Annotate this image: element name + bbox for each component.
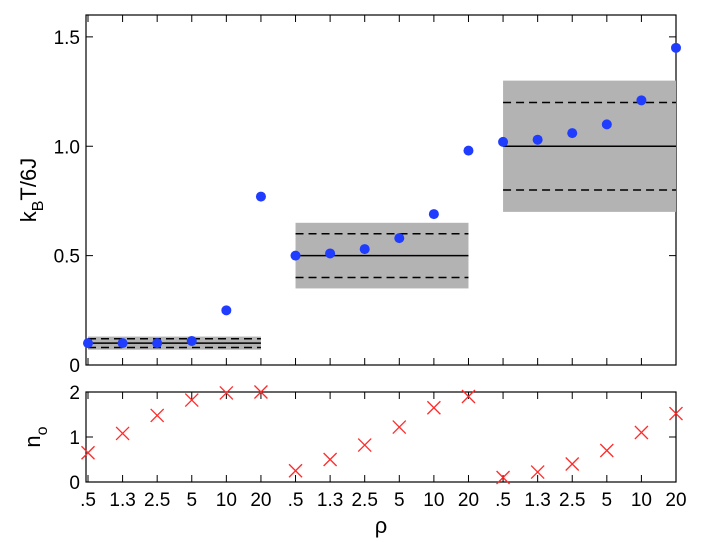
top-y-axis-title-sub: B: [30, 201, 47, 212]
top-data-point: [186, 335, 197, 346]
bottom-y-axis-title-main: n: [20, 435, 45, 447]
x-tick-label: 5: [602, 490, 613, 511]
top-data-point: [428, 209, 439, 220]
bottom-data-point: [184, 393, 199, 408]
top-x-ticks: [87, 15, 677, 365]
top-data-point: [83, 338, 93, 349]
x-tick-label: 1.3: [109, 490, 135, 511]
top-y-axis-title: kBT/6J: [16, 158, 47, 222]
x-tick-label: 20: [458, 490, 479, 511]
bottom-y-axis: 0 1 2: [69, 383, 676, 494]
x-tick-label: 20: [665, 490, 686, 511]
bottom-data-point: [634, 425, 649, 440]
top-data-point: [636, 95, 647, 106]
top-data-point: [532, 134, 543, 145]
top-y-tick-label: 1.0: [54, 137, 80, 158]
x-tick-label: 2.5: [144, 490, 170, 511]
bottom-data-point: [81, 445, 95, 460]
x-tick-label: 1.3: [317, 490, 343, 511]
bottom-y-tick-label: 0: [69, 473, 80, 494]
x-tick-label: 10: [631, 490, 652, 511]
bottom-data-point: [392, 420, 407, 435]
bottom-data-point: [115, 426, 130, 441]
top-data-point: [601, 119, 612, 130]
x-tick-label: .5: [495, 490, 511, 511]
x-tick-label: .5: [80, 490, 96, 511]
x-tick-label: 5: [394, 490, 405, 511]
top-data-point: [152, 338, 163, 349]
x-tick-label: 2.5: [559, 490, 585, 511]
top-data-point: [359, 244, 370, 255]
bottom-data-point: [253, 385, 268, 399]
bottom-data-point: [323, 452, 338, 467]
x-tick-label: 5: [186, 490, 197, 511]
bottom-y-axis-title: no: [20, 426, 51, 447]
x-tick-label: 10: [216, 490, 237, 511]
top-y-axis: 0 0.5 1.0 1.5: [54, 28, 676, 377]
x-tick-label: 1.3: [524, 490, 550, 511]
top-series: [83, 42, 681, 349]
top-data-point: [117, 338, 128, 349]
bottom-plot-frame: [85, 391, 677, 483]
top-data-point: [221, 305, 232, 316]
bottom-panel: 012 .5 1.3 2.5 5 10 20.5 1.3 2.5 5 10 20.5 1.3 2.5 5 1…: [20, 383, 687, 538]
bottom-data-point: [669, 406, 683, 421]
top-y-axis-title-rest: T/6J: [16, 158, 41, 201]
top-data-point: [325, 248, 336, 259]
bottom-series: [81, 385, 683, 485]
bottom-data-point: [150, 408, 165, 423]
bottom-data-point: [219, 385, 234, 400]
x-axis-title: ρ: [375, 513, 388, 538]
bottom-data-point: [530, 465, 545, 480]
bottom-data-point: [288, 463, 303, 478]
bottom-data-point: [357, 438, 372, 453]
top-y-axis-title-main: k: [16, 210, 41, 222]
bottom-data-point: [599, 443, 614, 458]
x-tick-label: .5: [288, 490, 304, 511]
x-tick-label: 20: [250, 490, 271, 511]
top-data-point: [463, 145, 474, 156]
top-data-point: [671, 42, 681, 53]
bottom-data-point: [565, 457, 580, 471]
bottom-y-axis-title-sub: o: [34, 426, 51, 435]
top-data-point: [290, 250, 301, 261]
top-y-tick-label: 0: [69, 356, 80, 377]
top-y-tick-label: 1.5: [54, 28, 80, 49]
top-panel: 0 0.5 1.0 1.5 kBT/6J: [16, 14, 681, 377]
top-data-point: [498, 136, 509, 147]
bottom-data-point: [461, 389, 476, 404]
x-tick-label: 2.5: [351, 490, 377, 511]
bottom-y-tick-label: 1: [69, 428, 80, 449]
x-tick-label: 10: [423, 490, 444, 511]
top-data-point: [255, 191, 266, 202]
top-data-point: [567, 128, 578, 139]
bottom-data-point: [426, 400, 441, 415]
bottom-x-axis: .5 1.3 2.5 5 10 20 .5 1.3 2.5 5 10 20 .5 1.3 2.5 5 10 20: [80, 392, 687, 511]
bottom-y-tick-label: 2: [69, 383, 80, 404]
bottom-data-point: [496, 470, 511, 485]
top-y-tick-label: 0.5: [54, 247, 80, 268]
top-bands: [88, 80, 676, 350]
top-data-point: [394, 233, 405, 244]
